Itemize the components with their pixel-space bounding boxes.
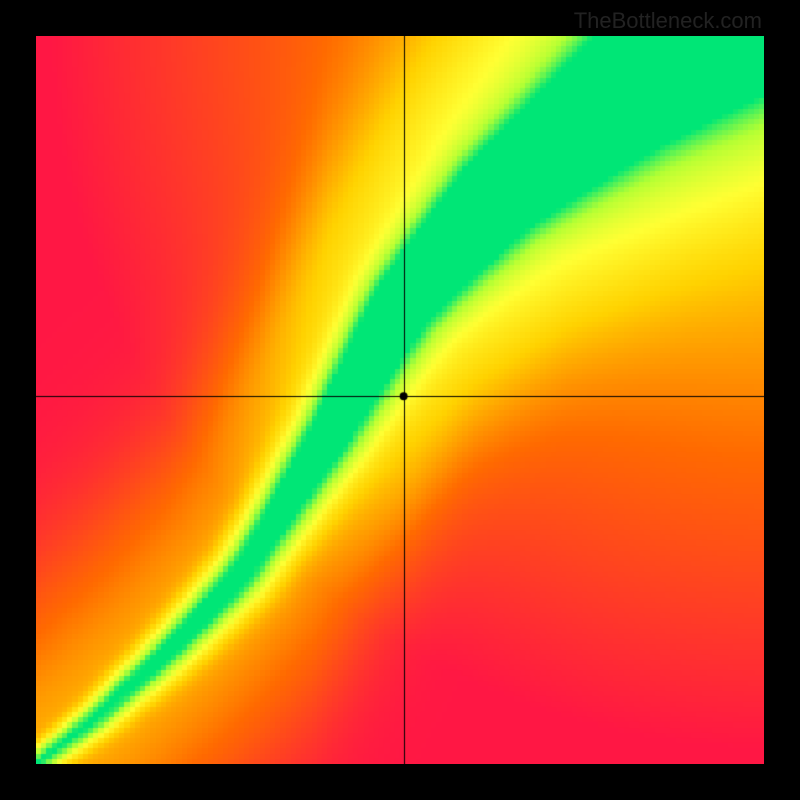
chart-container: { "canvas": { "width": 800, "height": 80…: [0, 0, 800, 800]
watermark-text: TheBottleneck.com: [574, 8, 762, 34]
bottleneck-heatmap: [36, 36, 764, 764]
